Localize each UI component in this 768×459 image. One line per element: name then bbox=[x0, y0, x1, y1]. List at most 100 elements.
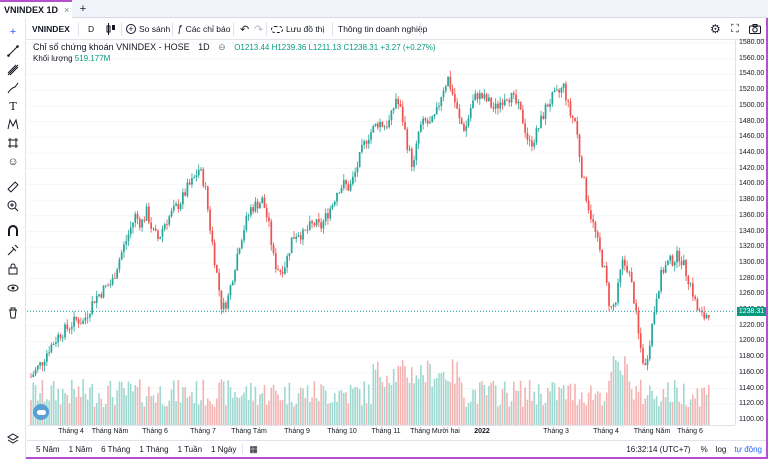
pattern-icon[interactable] bbox=[6, 117, 20, 131]
symbol-search-button[interactable]: VNINDEX bbox=[32, 24, 70, 34]
lock-icon[interactable] bbox=[6, 262, 20, 276]
candle-body bbox=[175, 203, 177, 206]
price-chart[interactable] bbox=[27, 40, 735, 425]
legend-menu-icon[interactable]: ⊖ bbox=[218, 42, 226, 52]
candle-body bbox=[77, 319, 80, 324]
candle-body bbox=[515, 94, 517, 104]
volume-bar bbox=[154, 402, 157, 425]
candle-body bbox=[361, 144, 363, 153]
candle-body bbox=[148, 206, 150, 223]
volume-bar bbox=[560, 388, 563, 425]
log-toggle[interactable]: log bbox=[715, 444, 727, 454]
volume-bar bbox=[182, 387, 184, 425]
volume-bar bbox=[440, 373, 443, 425]
eye-icon[interactable] bbox=[6, 281, 20, 295]
candle-body bbox=[601, 249, 604, 267]
compare-button[interactable]: + So sánh bbox=[126, 18, 170, 40]
volume-bar bbox=[256, 405, 259, 425]
fullscreen-icon[interactable]: ⛶ bbox=[731, 22, 739, 35]
redo-icon[interactable]: ↷ bbox=[254, 23, 264, 36]
settings-gear-icon[interactable]: ⚙ bbox=[710, 22, 721, 36]
calendar-icon[interactable]: ▦ bbox=[249, 443, 258, 454]
candle-type-icon[interactable] bbox=[106, 18, 116, 40]
volume-bar bbox=[469, 401, 472, 425]
candle-body bbox=[93, 301, 96, 303]
zoom-in-icon[interactable] bbox=[6, 199, 20, 213]
trash-icon[interactable] bbox=[6, 306, 20, 320]
candle-body bbox=[667, 260, 669, 265]
tab-vnindex[interactable]: VNINDEX 1D × bbox=[0, 0, 72, 18]
price-tick-label: 1280.00 bbox=[739, 274, 765, 282]
save-chart-button[interactable]: Lưu đồ thị bbox=[271, 18, 324, 40]
ruler-icon[interactable] bbox=[6, 180, 20, 194]
volume-bar bbox=[381, 381, 384, 425]
volume-bar bbox=[426, 360, 429, 425]
volume-bar bbox=[261, 393, 263, 425]
undo-icon[interactable]: ↶ bbox=[240, 23, 250, 36]
candle-body bbox=[524, 123, 526, 133]
auto-scale-toggle[interactable]: tự động bbox=[734, 444, 762, 454]
volume-bar bbox=[295, 403, 297, 425]
volume-bar bbox=[191, 392, 193, 425]
volume-bar bbox=[524, 387, 526, 425]
crosshair-icon[interactable]: + bbox=[9, 26, 17, 38]
pitchfork-icon[interactable] bbox=[6, 63, 20, 77]
range-6m[interactable]: 6 Tháng bbox=[101, 444, 131, 454]
volume-bar bbox=[510, 401, 513, 425]
tradingview-logo-icon[interactable] bbox=[33, 404, 49, 420]
magnet-icon[interactable] bbox=[6, 224, 20, 238]
candle-body bbox=[172, 205, 175, 211]
layers-icon[interactable] bbox=[6, 432, 20, 446]
candle-body bbox=[592, 219, 594, 223]
candle-body bbox=[646, 359, 649, 365]
new-tab-button[interactable]: + bbox=[79, 3, 87, 15]
candle-body bbox=[460, 118, 463, 125]
percent-toggle[interactable]: % bbox=[700, 444, 708, 454]
range-1m[interactable]: 1 Tháng bbox=[139, 444, 169, 454]
range-1w[interactable]: 1 Tuần bbox=[177, 444, 203, 454]
candle-body bbox=[36, 365, 39, 370]
volume-bar bbox=[329, 402, 331, 425]
volume-bar bbox=[397, 365, 399, 425]
prediction-icon[interactable] bbox=[6, 136, 20, 150]
volume-bar bbox=[585, 405, 588, 425]
indicators-button[interactable]: ƒ Các chỉ báo bbox=[177, 18, 230, 40]
candle-body bbox=[540, 115, 542, 129]
candle-body bbox=[637, 310, 640, 334]
emoji-icon[interactable]: ☺ bbox=[7, 156, 19, 168]
candle-body bbox=[43, 361, 46, 366]
range-5y[interactable]: 5 Năm bbox=[36, 444, 60, 454]
save-chart-label: Lưu đồ thị bbox=[286, 24, 325, 34]
price-axis[interactable]: 1580.00 1560.00 1540.00 1520.00 1500.00 1480.… bbox=[735, 39, 766, 425]
text-tool-icon[interactable]: T bbox=[9, 99, 17, 113]
range-1d[interactable]: 1 Ngày bbox=[211, 444, 237, 454]
volume-bar bbox=[479, 382, 481, 425]
stay-drawing-icon[interactable] bbox=[6, 243, 20, 257]
brush-icon[interactable] bbox=[6, 81, 20, 95]
time-axis[interactable]: Tháng 4 Tháng Năm Tháng 6 Tháng 7 Tháng Tám T… bbox=[27, 425, 735, 439]
range-1y[interactable]: 1 Năm bbox=[68, 444, 93, 454]
trend-line-icon[interactable] bbox=[6, 44, 20, 58]
price-tick-label: 1440.00 bbox=[739, 148, 765, 156]
candle-body bbox=[213, 242, 216, 266]
price-tick-label: 1540.00 bbox=[739, 70, 765, 78]
volume-bar bbox=[247, 399, 250, 425]
volume-bar bbox=[630, 389, 633, 425]
candle-body bbox=[603, 265, 606, 267]
volume-bar bbox=[98, 393, 100, 425]
camera-icon[interactable] bbox=[749, 18, 761, 40]
company-info-button[interactable]: Thông tin doanh nghiệp bbox=[338, 24, 428, 34]
legend-interval: 1D bbox=[198, 42, 210, 52]
volume-bar bbox=[59, 404, 62, 425]
volume-bar bbox=[485, 395, 488, 425]
tab-close-icon[interactable]: × bbox=[64, 5, 70, 15]
candle-body bbox=[678, 250, 681, 262]
volume-bar bbox=[420, 365, 422, 425]
volume-bar bbox=[660, 401, 662, 425]
clock-time[interactable]: 16:32:14 (UTC+7) bbox=[626, 444, 691, 454]
candle-body bbox=[388, 120, 390, 128]
candle-body bbox=[682, 260, 685, 266]
volume-bar bbox=[111, 396, 114, 425]
interval-button[interactable]: D bbox=[88, 24, 95, 34]
volume-bar bbox=[565, 399, 567, 425]
